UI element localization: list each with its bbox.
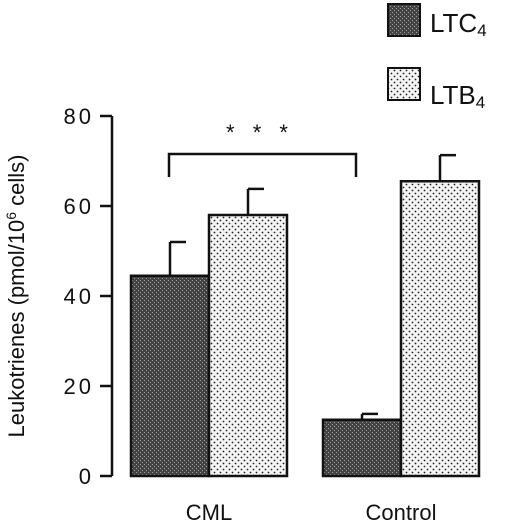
legend-swatch-ltc4 [387,3,421,37]
y-tick-label: 40 [64,284,94,309]
bar-cml-ltb4 [207,213,289,478]
legend-swatch-ltb4 [387,67,421,101]
y-tick-label: 60 [64,194,94,219]
y-ticks: 0 20 40 60 80 [64,104,112,489]
legend-item-ltc4: LTC4 [387,3,487,40]
legend: LTC4 LTB4 [387,3,487,112]
y-tick-label: 80 [64,104,94,129]
legend-label-ltb4: LTB4 [430,80,485,112]
bracket-line [167,152,358,177]
y-tick-label: 20 [64,374,94,399]
significance-stars: * * * [226,120,294,145]
bar-control-ltb4 [399,180,481,478]
significance-bracket: * * * [167,120,358,177]
legend-item-ltb4: LTB4 [387,67,485,112]
bar-cml-ltc4 [129,274,211,478]
x-tick-labels: CML Control [186,500,437,525]
bar-control-ltc4 [321,418,403,478]
legend-label-ltc4: LTC4 [430,8,487,40]
y-tick-label: 0 [79,464,94,489]
y-axis-title: Leukotrienes (pmol/106 cells) [3,155,29,438]
x-tick-label-cml: CML [186,500,232,525]
x-tick-label-control: Control [366,500,437,525]
bars [129,153,481,478]
